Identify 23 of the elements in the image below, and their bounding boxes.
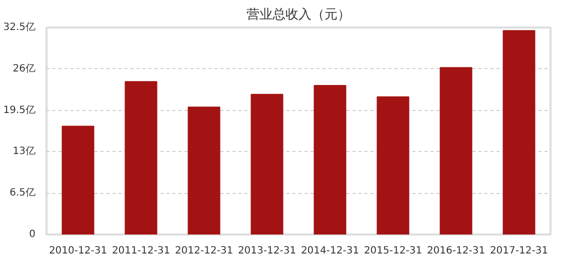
y-tick-label: 6.5亿 <box>10 188 36 199</box>
x-tick-label: 2017-12-31 <box>490 246 548 256</box>
y-tick-label: 26亿 <box>12 63 36 74</box>
bar <box>250 94 284 234</box>
y-tick-label: 19.5亿 <box>3 104 36 116</box>
bar <box>314 84 346 234</box>
bar <box>502 30 536 234</box>
bar <box>124 81 158 234</box>
bar <box>376 96 410 234</box>
x-tick-label: 2016-12-31 <box>426 246 486 256</box>
x-tick-label: 2013-12-31 <box>238 246 296 256</box>
x-tick-label: 2015-12-31 <box>364 246 422 256</box>
y-tick-label: 0 <box>29 229 36 240</box>
x-tick-label: 2014-12-31 <box>300 246 360 256</box>
x-tick-label: 2010-12-31 <box>48 246 108 256</box>
bar <box>188 106 220 234</box>
bar <box>62 126 94 234</box>
y-tick-label: 13亿 <box>12 146 36 158</box>
x-tick-label: 2011-12-31 <box>112 246 170 256</box>
bar <box>440 67 472 234</box>
y-tick-label: 32.5亿 <box>3 22 36 33</box>
x-tick-label: 2012-12-31 <box>174 246 234 256</box>
chart-title: 营业总收入（元） <box>246 8 350 22</box>
